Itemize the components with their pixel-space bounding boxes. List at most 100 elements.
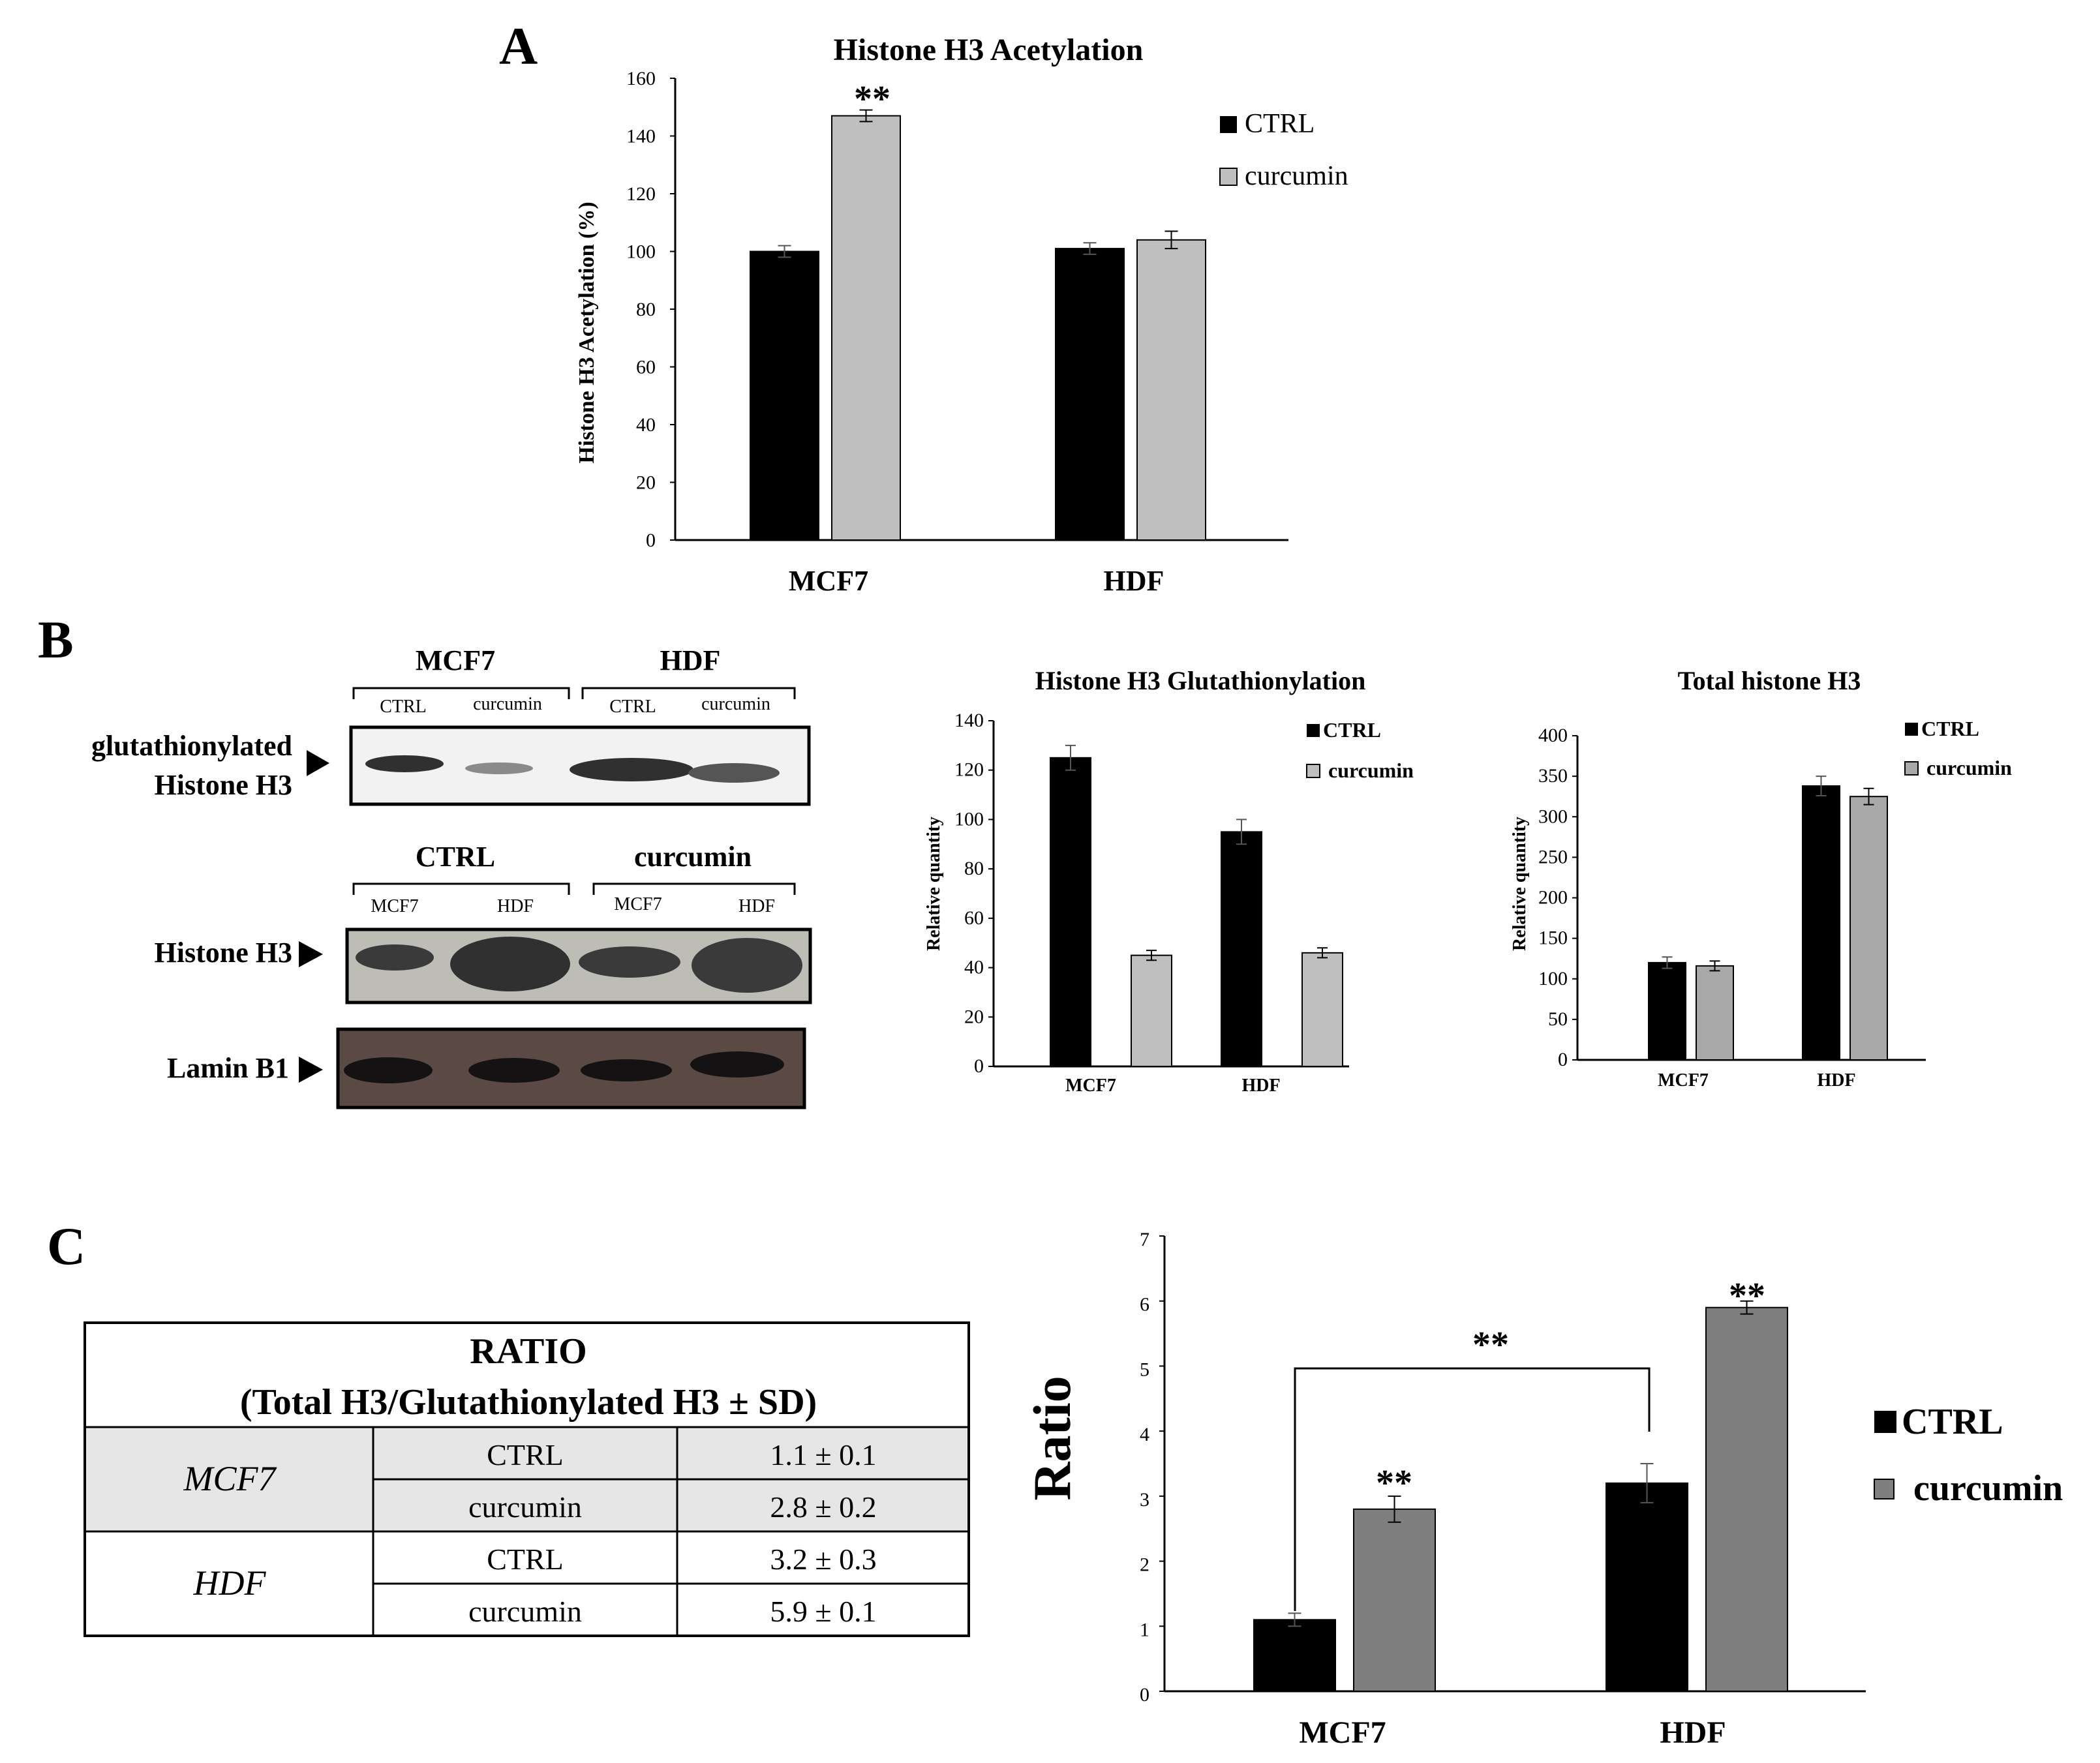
bar-CTRL-MCF7	[1050, 757, 1091, 1068]
chart-ratio-legend-curcumin-swatch	[1874, 1479, 1895, 1499]
chart-ratio-bars	[1253, 1300, 1788, 1693]
chart-acetylation-significance: **	[854, 79, 890, 119]
blot-glut-lane-1: CTRL	[380, 697, 427, 717]
table-treatment: CTRL	[487, 1543, 564, 1576]
y-tick-label: 0	[1558, 1049, 1568, 1070]
error-bar-curcumin-MCF7	[859, 109, 873, 123]
y-tick-label: 100	[626, 241, 656, 263]
blot-glut-label-line1: glutathionylated	[91, 730, 292, 762]
chart-acetylation-legend-curcumin-swatch	[1219, 168, 1238, 186]
y-tick-label: 100	[954, 808, 984, 830]
chart-acetylation-x-label-mcf7: MCF7	[789, 565, 868, 597]
panel-label-c: C	[47, 1216, 85, 1276]
error-bar-curcumin-MCF7	[1388, 1495, 1401, 1523]
blot-glut-bracket-left	[352, 687, 570, 699]
chart-ratio-x-label-mcf7: MCF7	[1299, 1715, 1386, 1750]
y-tick-label: 400	[1538, 725, 1568, 746]
chart-ratio-significance-bracket: **	[1472, 1325, 1509, 1365]
blot-h3-group-curcumin: curcumin	[634, 841, 752, 873]
blot-h3-band-4	[692, 938, 802, 993]
y-tick-label: 250	[1538, 846, 1568, 867]
y-tick-label: 40	[964, 957, 984, 978]
blot-h3-band-1	[356, 944, 434, 971]
y-tick-label: 140	[626, 126, 656, 147]
error-bar-CTRL-MCF7	[1065, 744, 1076, 771]
chart-acetylation-x-label-hdf: HDF	[1104, 565, 1164, 597]
chart-ratio-legend-ctrl: CTRL	[1902, 1402, 2003, 1442]
blot-glut-band-1	[365, 755, 444, 772]
chart-glut-y-ticks: 0 20 40 60 80 100 120 140	[954, 710, 984, 1077]
error-bar-CTRL-HDF	[1816, 776, 1827, 796]
table-shade-cell-mcf7	[85, 1427, 373, 1531]
chart-total-legend-ctrl-swatch	[1905, 723, 1918, 736]
table-cell-hdf: HDF	[193, 1563, 267, 1603]
blot-h3-lane-2: HDF	[497, 896, 534, 916]
bar-CTRL-HDF	[1802, 785, 1840, 1061]
y-tick-label: 6	[1140, 1294, 1149, 1316]
error-bar-curcumin-HDF	[1740, 1300, 1754, 1315]
blot-h3-lane-3: MCF7	[614, 894, 662, 914]
chart-ratio-y-ticks: 0 1 2 3 4 5 6 7	[1140, 1229, 1149, 1706]
y-tick-label: 100	[1538, 968, 1568, 989]
blot-lamin-b1: Lamin B1	[167, 1027, 806, 1109]
chart-glut-bars	[1050, 744, 1343, 1068]
chart-acetylation-bars	[750, 109, 1206, 541]
chart-ratio-legend-ctrl-swatch	[1874, 1411, 1896, 1433]
chart-total-h3: Total histone H3 Relative quantity 0 50 …	[1510, 666, 2012, 1091]
table-treatment: CTRL	[487, 1438, 564, 1471]
error-bar-curcumin-HDF	[1863, 787, 1874, 806]
chart-ratio: Ratio 0 1 2 3 4 5 6 7 MCF7 HDF CTRL curc…	[1022, 1229, 2063, 1750]
chart-ratio-x-label-hdf: HDF	[1660, 1715, 1726, 1750]
bar-curcumin-HDF	[1136, 239, 1206, 541]
bar-CTRL-MCF7	[1648, 961, 1686, 1061]
blot-glut-label-line2: Histone H3	[155, 769, 292, 801]
y-tick-label: 20	[636, 472, 656, 494]
y-tick-label: 60	[636, 357, 656, 378]
y-tick-label: 0	[1140, 1684, 1149, 1706]
chart-total-bars	[1648, 776, 1888, 1061]
table-treatment: curcumin	[468, 1595, 582, 1628]
blot-lamin-band-1	[344, 1057, 433, 1083]
chart-acetylation-title: Histone H3 Acetylation	[834, 33, 1144, 67]
blot-h3-arrow-icon	[299, 941, 323, 967]
chart-glut-x-label-mcf7: MCF7	[1065, 1076, 1116, 1096]
blot-glutathionylated: MCF7 HDF CTRL curcumin CTRL curcumin glu…	[91, 644, 811, 806]
bar-curcumin-HDF	[1849, 796, 1888, 1061]
chart-glutathionylation: Histone H3 Glutathionylation Relative qu…	[924, 666, 1414, 1096]
chart-acetylation-y-ticks: 0 20 40 60 80 100 120 140 160	[626, 68, 656, 551]
blot-histone-h3: CTRL curcumin MCF7 HDF MCF7 HDF Histone …	[155, 841, 812, 1004]
error-bar-CTRL-HDF	[1640, 1463, 1654, 1503]
blot-glut-lane-2: curcumin	[473, 694, 542, 714]
table-value: 2.8 ± 0.2	[770, 1490, 876, 1524]
y-tick-label: 160	[626, 68, 656, 89]
chart-acetylation-legend-curcumin: curcumin	[1245, 161, 1348, 191]
table-value: 3.2 ± 0.3	[770, 1543, 876, 1576]
y-tick-label: 4	[1140, 1424, 1149, 1445]
y-tick-label: 5	[1140, 1359, 1149, 1380]
blot-h3-lane-4: HDF	[738, 896, 775, 916]
error-bar-curcumin-MCF7	[1709, 960, 1720, 972]
error-bar-CTRL-HDF	[1083, 242, 1097, 255]
y-tick-label: 0	[646, 530, 656, 551]
chart-glut-title: Histone H3 Glutathionylation	[1035, 666, 1366, 695]
table-subtitle: (Total H3/Glutathionylated H3 ± SD)	[240, 1382, 817, 1423]
blot-h3-group-ctrl: CTRL	[416, 841, 495, 873]
blot-h3-lane-1: MCF7	[371, 896, 418, 916]
chart-acetylation-legend-ctrl: CTRL	[1245, 109, 1315, 139]
error-bar-curcumin-HDF	[1317, 947, 1328, 959]
chart-glut-ylabel: Relative quantity	[924, 817, 944, 951]
bar-CTRL-MCF7	[1253, 1619, 1336, 1692]
blot-lamin-band-4	[690, 1051, 784, 1077]
blot-h3-bracket-right	[592, 882, 796, 895]
chart-glut-legend-ctrl: CTRL	[1323, 718, 1381, 742]
y-tick-label: 300	[1538, 806, 1568, 827]
y-tick-label: 2	[1140, 1554, 1149, 1576]
y-tick-label: 350	[1538, 765, 1568, 787]
table-treatment: curcumin	[468, 1490, 582, 1524]
y-tick-label: 80	[964, 858, 984, 879]
chart-ratio-legend-curcumin: curcumin	[1913, 1468, 2063, 1509]
y-tick-label: 1	[1140, 1619, 1149, 1640]
y-tick-label: 20	[964, 1006, 984, 1027]
table-value: 1.1 ± 0.1	[770, 1438, 876, 1471]
